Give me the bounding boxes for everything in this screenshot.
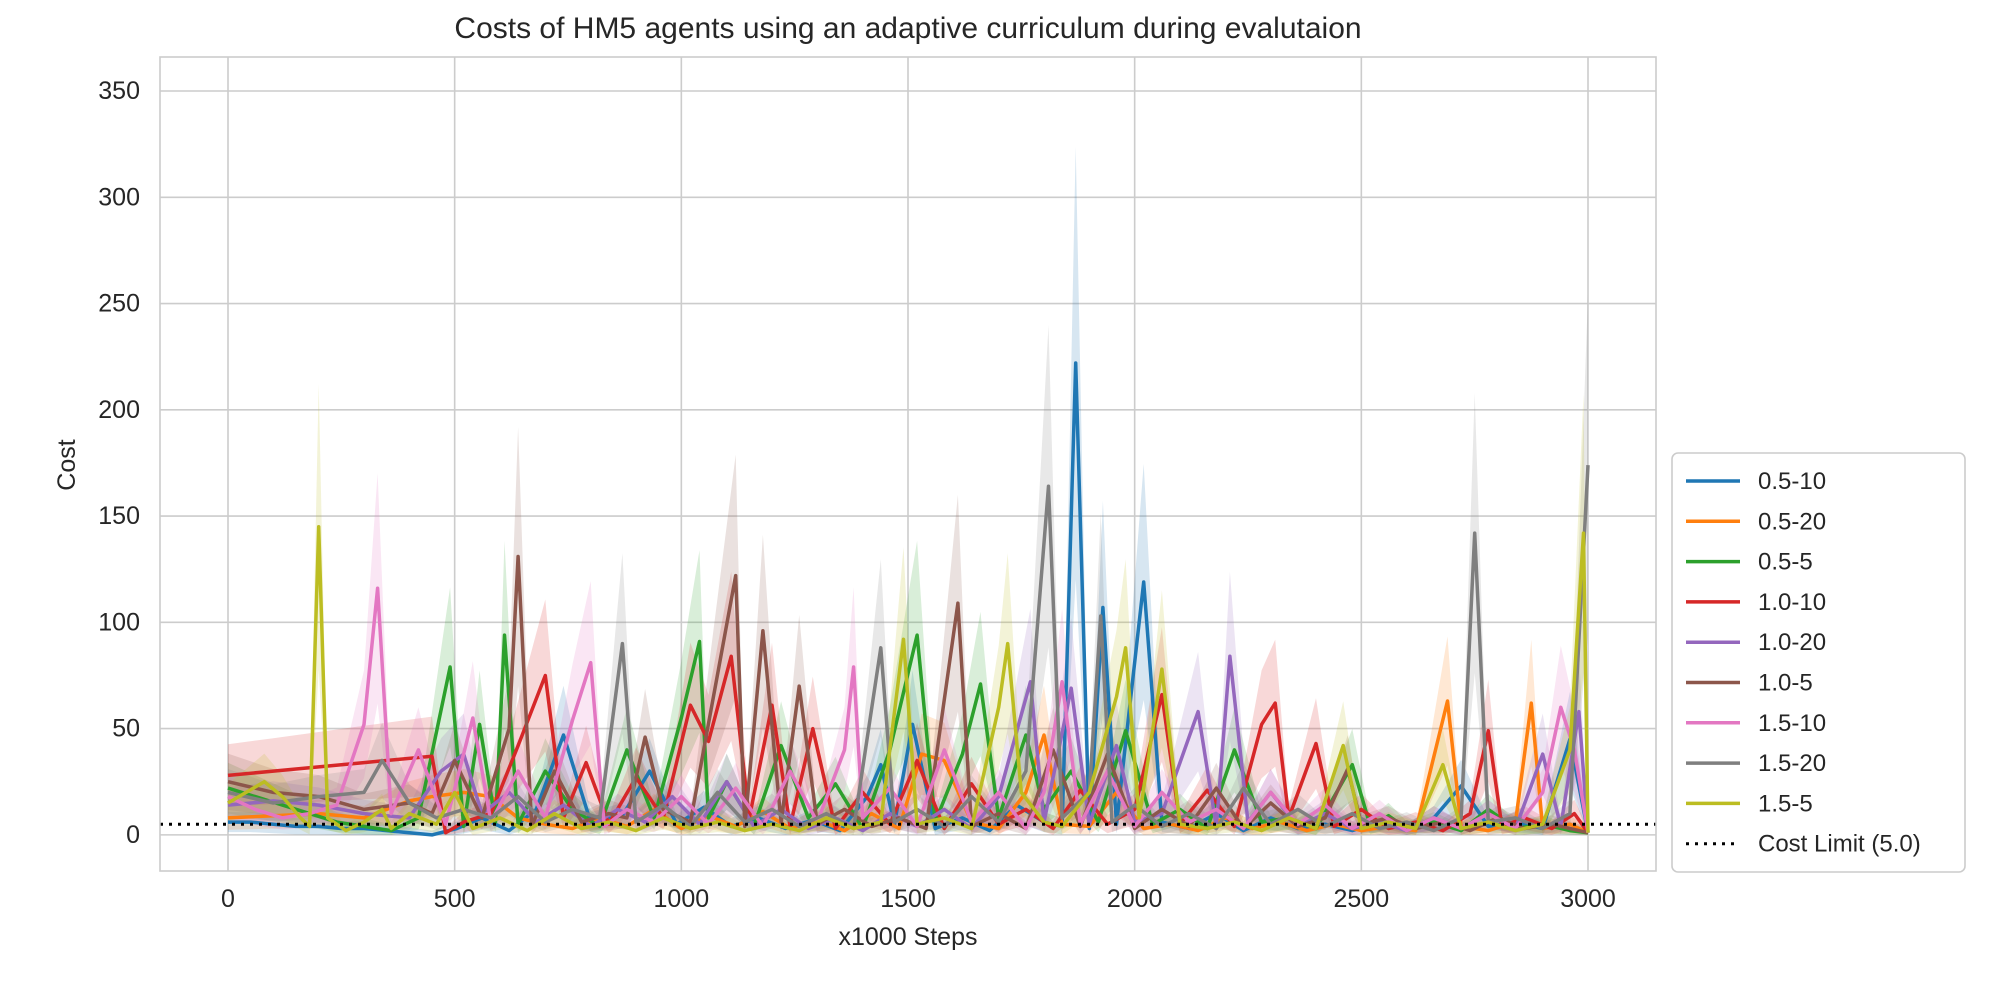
x-tick-label: 1500 <box>880 885 936 913</box>
plot-frame <box>159 56 1657 872</box>
legend-label: 1.0-10 <box>1758 589 1826 616</box>
legend-label: 0.5-10 <box>1758 468 1826 495</box>
y-tick-label: 250 <box>98 290 140 318</box>
legend-label: 1.0-5 <box>1758 670 1813 697</box>
legend: 0.5-10 0.5-20 0.5-5 1.0-10 1.0-20 1.0-5 1.5-10… <box>1671 452 1966 873</box>
y-tick-label: 200 <box>98 396 140 424</box>
x-axis-label: x1000 Steps <box>839 923 978 951</box>
y-tick-label: 300 <box>98 183 140 211</box>
x-tick-labels: 0 500 1000 1500 2000 2500 3000 <box>221 885 1616 913</box>
series-line-1.0-5 <box>227 554 1589 835</box>
legend-label: 1.5-5 <box>1758 790 1813 817</box>
legend-label: 0.5-5 <box>1758 549 1813 576</box>
y-axis-label: Cost <box>53 439 81 490</box>
series-band-1.5-20 <box>228 294 1588 835</box>
x-tick-label: 3000 <box>1560 885 1616 913</box>
x-tick-label: 2500 <box>1334 885 1390 913</box>
chart-title: Costs of HM5 agents using an adaptive cu… <box>454 12 1361 45</box>
legend-label: 0.5-20 <box>1758 508 1826 535</box>
y-tick-label: 150 <box>98 502 140 530</box>
y-tick-label: 0 <box>126 821 140 849</box>
y-tick-labels: 0 50 100 150 200 250 300 350 <box>98 77 140 849</box>
series-lines <box>227 361 1590 837</box>
series-line-1.5-10 <box>227 586 1590 833</box>
legend-label: Cost Limit (5.0) <box>1758 831 1921 858</box>
grid <box>160 57 1656 871</box>
y-tick-label: 50 <box>112 715 140 743</box>
legend-label: 1.5-10 <box>1758 710 1826 737</box>
y-tick-label: 350 <box>98 77 140 105</box>
x-tick-label: 1000 <box>654 885 710 913</box>
x-tick-label: 2000 <box>1107 885 1163 913</box>
legend-label: 1.0-20 <box>1758 629 1826 656</box>
y-tick-label: 100 <box>98 608 140 636</box>
series-line-0.5-10 <box>228 361 1590 837</box>
series-line-1.5-5 <box>227 524 1590 833</box>
series-line-1.5-20 <box>227 465 1590 833</box>
legend-box <box>1671 452 1966 873</box>
x-tick-label: 0 <box>221 885 235 913</box>
legend-label: 1.5-20 <box>1758 750 1826 777</box>
x-tick-label: 500 <box>434 885 476 913</box>
